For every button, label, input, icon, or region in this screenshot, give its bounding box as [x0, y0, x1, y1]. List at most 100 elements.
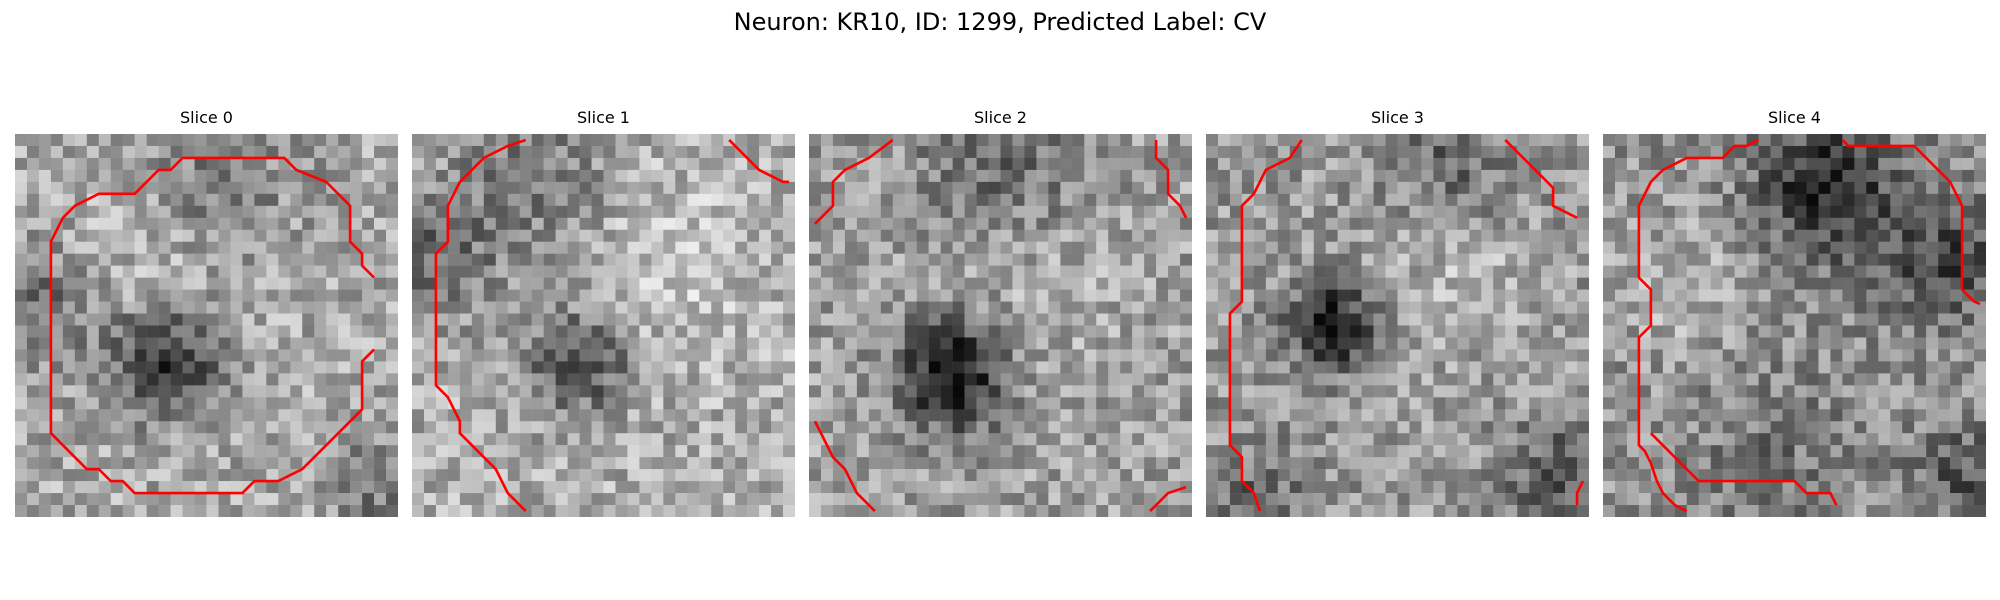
image-pixel [1277, 253, 1291, 266]
image-pixel [435, 493, 449, 506]
image-pixel [543, 301, 556, 314]
image-pixel [1229, 409, 1243, 422]
image-pixel [1553, 277, 1566, 290]
image-pixel [254, 145, 267, 159]
image-pixel [230, 349, 243, 362]
image-pixel [1108, 481, 1121, 494]
image-pixel [1914, 409, 1927, 422]
image-pixel [1313, 301, 1326, 314]
image-pixel [1914, 349, 1927, 362]
image-pixel [1217, 397, 1231, 410]
image-pixel [964, 469, 977, 482]
image-pixel [230, 181, 243, 195]
image-pixel [1553, 349, 1566, 362]
image-pixel [1361, 409, 1374, 422]
image-pixel [531, 457, 544, 470]
image-pixel [1132, 469, 1145, 482]
image-pixel [1505, 445, 1518, 458]
image-pixel [747, 493, 760, 506]
image-pixel [1806, 433, 1819, 446]
image-pixel [26, 205, 40, 219]
image-pixel [1000, 241, 1013, 254]
image-pixel [519, 385, 532, 398]
image-pixel [1722, 313, 1735, 326]
image-pixel [86, 337, 100, 350]
image-pixel [230, 481, 243, 494]
image-pixel [1926, 193, 1939, 207]
image-pixel [74, 397, 88, 410]
image-pixel [1926, 241, 1939, 254]
image-pixel [591, 373, 604, 386]
image-pixel [98, 229, 111, 242]
image-pixel [988, 157, 1001, 171]
image-pixel [1469, 361, 1482, 374]
image-pixel [531, 301, 544, 314]
image-pixel [916, 181, 929, 195]
image-pixel [1457, 145, 1470, 159]
image-pixel [555, 193, 568, 207]
image-pixel [856, 445, 870, 458]
image-pixel [1253, 253, 1267, 266]
image-pixel [1433, 301, 1446, 314]
image-pixel [1553, 229, 1566, 242]
image-pixel [1457, 241, 1470, 254]
image-pixel [567, 277, 580, 290]
image-pixel [579, 349, 592, 362]
image-pixel [1734, 169, 1747, 183]
image-pixel [543, 241, 556, 254]
image-pixel [1289, 301, 1302, 314]
image-pixel [723, 493, 736, 506]
image-pixel [603, 445, 616, 458]
image-pixel [1746, 301, 1759, 314]
image-pixel [278, 349, 291, 362]
image-pixel [567, 169, 580, 183]
image-pixel [302, 385, 315, 398]
image-pixel [459, 157, 473, 171]
image-pixel [507, 505, 520, 517]
image-pixel [1722, 277, 1735, 290]
image-pixel [38, 217, 52, 230]
image-pixel [1565, 134, 1578, 147]
image-pixel [1036, 313, 1049, 326]
image-pixel [771, 277, 784, 290]
image-pixel [507, 217, 520, 230]
image-pixel [531, 433, 544, 446]
image-pixel [820, 313, 834, 326]
image-pixel [1830, 397, 1843, 410]
image-pixel [86, 157, 100, 171]
image-pixel [110, 373, 123, 386]
image-pixel [591, 433, 604, 446]
image-pixel [1313, 397, 1326, 410]
image-pixel [783, 361, 795, 374]
image-pixel [1926, 433, 1939, 446]
image-pixel [675, 445, 688, 458]
image-pixel [1084, 421, 1097, 434]
image-pixel [362, 313, 375, 326]
image-pixel [1409, 193, 1422, 207]
image-pixel [1565, 301, 1578, 314]
image-pixel [242, 361, 255, 374]
image-pixel [747, 433, 760, 446]
image-pixel [663, 157, 676, 171]
image-pixel [1722, 457, 1735, 470]
image-pixel [290, 229, 303, 242]
image-pixel [1253, 433, 1267, 446]
image-pixel [940, 301, 953, 314]
image-pixel [1577, 193, 1589, 207]
image-pixel [1206, 385, 1219, 398]
image-pixel [1938, 134, 1951, 147]
image-pixel [1770, 145, 1783, 159]
image-pixel [1433, 193, 1446, 207]
image-pixel [242, 505, 255, 517]
image-pixel [1866, 313, 1879, 326]
image-pixel [1385, 265, 1398, 278]
image-pixel [615, 433, 628, 446]
image-pixel [350, 505, 363, 517]
image-pixel [555, 325, 568, 338]
image-pixel [206, 421, 219, 434]
image-pixel [230, 361, 243, 374]
image-pixel [567, 445, 580, 458]
image-pixel [459, 205, 473, 219]
image-pixel [1132, 181, 1145, 195]
image-pixel [1301, 277, 1314, 290]
